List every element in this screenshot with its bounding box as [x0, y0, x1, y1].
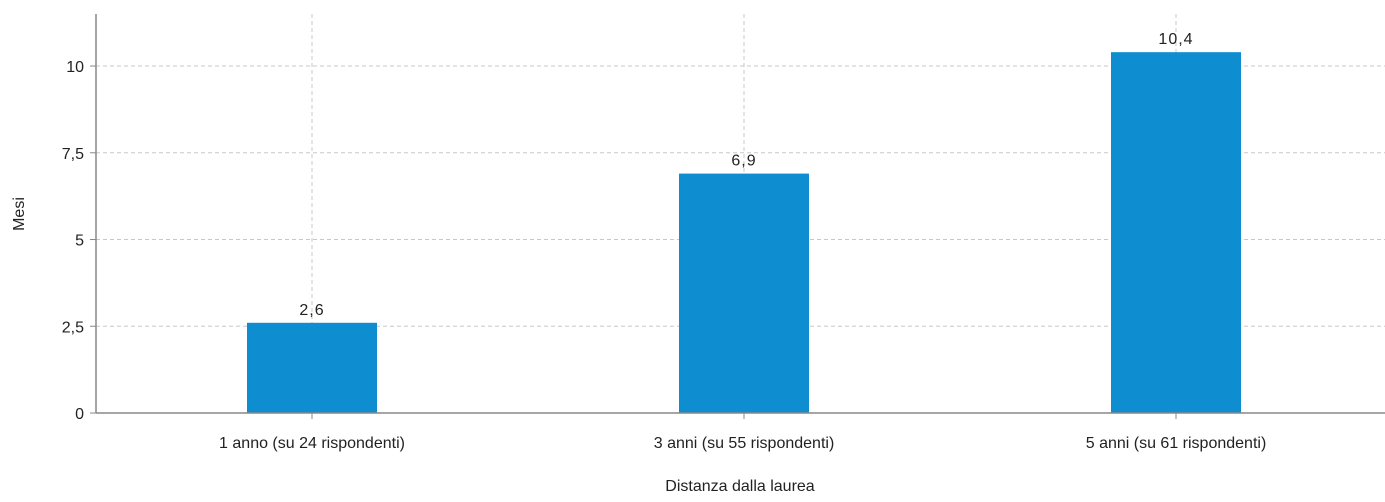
y-tick-label: 5	[75, 233, 84, 250]
y-tick-label: 2,5	[62, 319, 84, 336]
bar	[679, 173, 809, 413]
bars-layer: 2,6 6,9 10,4	[247, 31, 1241, 413]
y-axis-title: Mesi	[11, 197, 28, 231]
x-category-label: 3 anni (su 55 rispondenti)	[654, 435, 835, 452]
y-tick-label: 7,5	[62, 146, 84, 163]
axes-layer: 0 2,5 5 7,5 10 1 anno (su 24 rispondenti) 3 an…	[62, 14, 1385, 452]
x-category-label: 1 anno (su 24 rispondenti)	[219, 435, 405, 452]
bar-value-label: 10,4	[1158, 31, 1193, 48]
x-category-label: 5 anni (su 61 rispondenti)	[1086, 435, 1267, 452]
x-axis-title: Distanza dalla laurea	[665, 478, 815, 495]
bar-value-label: 2,6	[299, 302, 324, 319]
bar	[1111, 52, 1241, 413]
y-tick-label: 10	[66, 59, 84, 76]
y-tick-label: 0	[75, 406, 84, 423]
bar-value-label: 6,9	[731, 153, 756, 170]
bar	[247, 322, 377, 413]
